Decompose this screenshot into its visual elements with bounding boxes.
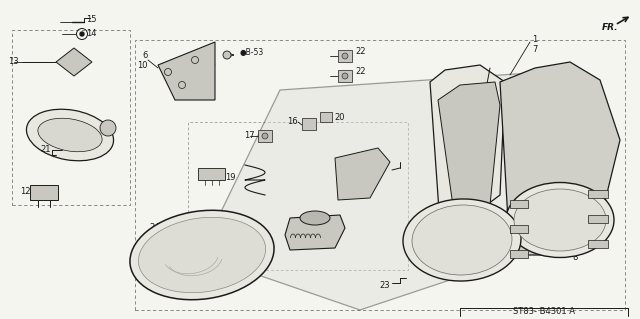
Text: 6: 6 bbox=[143, 50, 148, 60]
Circle shape bbox=[191, 56, 198, 63]
Text: FR.: FR. bbox=[602, 24, 618, 33]
Polygon shape bbox=[335, 148, 390, 200]
Polygon shape bbox=[500, 62, 620, 255]
Text: 18: 18 bbox=[374, 164, 385, 173]
Text: 3: 3 bbox=[202, 263, 207, 272]
Polygon shape bbox=[198, 168, 225, 180]
Text: ST83- B4301 A: ST83- B4301 A bbox=[513, 308, 575, 316]
Ellipse shape bbox=[38, 118, 102, 152]
Polygon shape bbox=[200, 72, 565, 310]
Text: 8: 8 bbox=[572, 253, 577, 262]
Text: 2: 2 bbox=[572, 242, 577, 251]
Text: 9: 9 bbox=[202, 273, 207, 283]
Circle shape bbox=[342, 53, 348, 59]
Bar bbox=[135, 40, 625, 310]
Text: 14: 14 bbox=[86, 28, 97, 38]
Polygon shape bbox=[338, 50, 352, 62]
Ellipse shape bbox=[130, 210, 274, 300]
Text: 20: 20 bbox=[334, 114, 344, 122]
Text: 7: 7 bbox=[532, 46, 538, 55]
Ellipse shape bbox=[138, 217, 266, 293]
Ellipse shape bbox=[412, 205, 512, 275]
Polygon shape bbox=[438, 82, 500, 220]
Ellipse shape bbox=[506, 182, 614, 257]
Polygon shape bbox=[56, 48, 92, 76]
Circle shape bbox=[100, 120, 116, 136]
Circle shape bbox=[223, 51, 231, 59]
Bar bbox=[12, 30, 130, 205]
Circle shape bbox=[80, 32, 84, 36]
Text: 22: 22 bbox=[355, 68, 365, 77]
Text: 1: 1 bbox=[532, 35, 537, 44]
Bar bbox=[510, 250, 528, 258]
Text: 10: 10 bbox=[138, 61, 148, 70]
Polygon shape bbox=[30, 185, 58, 200]
Text: 23: 23 bbox=[380, 280, 390, 290]
Bar bbox=[588, 215, 608, 223]
Bar bbox=[188, 122, 408, 270]
Circle shape bbox=[262, 133, 268, 139]
Text: 12: 12 bbox=[20, 188, 31, 197]
Text: 21: 21 bbox=[40, 145, 51, 154]
Text: 4: 4 bbox=[320, 226, 325, 234]
Ellipse shape bbox=[300, 211, 330, 225]
Text: 22: 22 bbox=[355, 48, 365, 56]
Text: 16: 16 bbox=[287, 117, 298, 127]
Text: 5: 5 bbox=[320, 235, 325, 244]
Text: 24: 24 bbox=[150, 224, 160, 233]
Circle shape bbox=[342, 73, 348, 79]
Bar bbox=[510, 200, 528, 208]
Polygon shape bbox=[258, 130, 272, 142]
Text: 19: 19 bbox=[225, 174, 236, 182]
Bar bbox=[588, 240, 608, 248]
Polygon shape bbox=[158, 42, 215, 100]
Polygon shape bbox=[285, 215, 345, 250]
Bar bbox=[302, 118, 316, 130]
Bar bbox=[320, 112, 332, 122]
Bar bbox=[510, 225, 528, 233]
Ellipse shape bbox=[26, 109, 113, 161]
Text: 15: 15 bbox=[86, 16, 97, 25]
Text: 13: 13 bbox=[8, 57, 19, 66]
Bar bbox=[588, 190, 608, 198]
Polygon shape bbox=[338, 70, 352, 82]
Circle shape bbox=[179, 81, 186, 88]
Text: ●B-53: ●B-53 bbox=[240, 48, 264, 57]
Polygon shape bbox=[430, 65, 505, 225]
Ellipse shape bbox=[403, 199, 521, 281]
Text: 17: 17 bbox=[244, 131, 255, 140]
Circle shape bbox=[164, 69, 172, 76]
Ellipse shape bbox=[514, 189, 606, 251]
